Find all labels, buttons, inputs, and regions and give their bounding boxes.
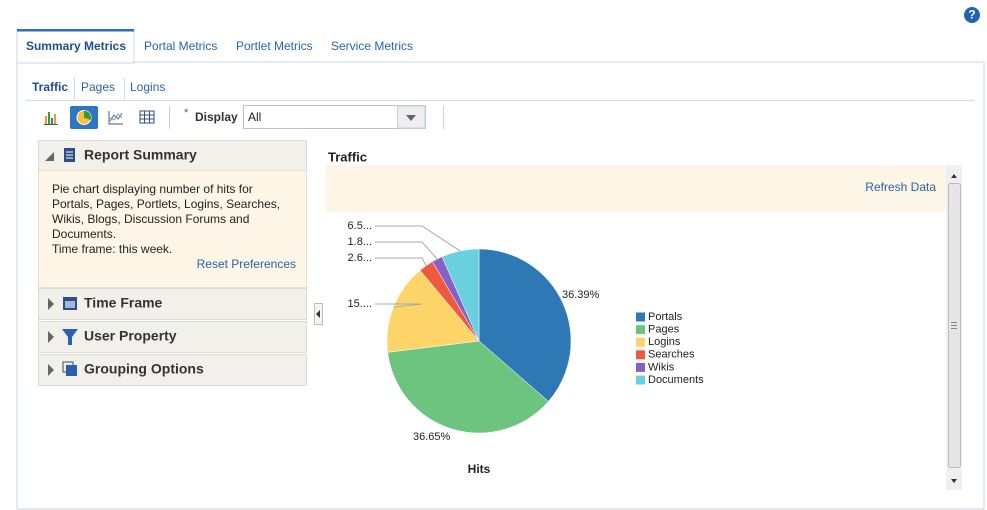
legend-label: Pages bbox=[648, 324, 680, 336]
leader-line bbox=[375, 225, 461, 252]
collapse-arrow bbox=[316, 310, 320, 318]
bar-chart-icon[interactable] bbox=[44, 112, 58, 125]
scroll-up[interactable] bbox=[951, 174, 957, 178]
expanded-icon bbox=[45, 152, 54, 161]
subtab[interactable]: Logins bbox=[130, 80, 165, 94]
legend-label: Logins bbox=[648, 336, 681, 348]
display-label: Display bbox=[195, 110, 238, 124]
subtab[interactable]: Traffic bbox=[32, 80, 68, 94]
help-icon[interactable] bbox=[964, 7, 980, 23]
section-title[interactable]: Report Summary bbox=[84, 147, 197, 163]
section-title[interactable]: Grouping Options bbox=[84, 361, 204, 377]
section-title[interactable]: User Property bbox=[84, 328, 177, 344]
panel-title: Traffic bbox=[328, 149, 367, 164]
grip bbox=[951, 322, 957, 329]
summary-text: Time frame: this week. bbox=[52, 242, 172, 256]
tab[interactable]: Portal Metrics bbox=[144, 39, 217, 53]
help-icon-text[interactable]: ? bbox=[968, 8, 975, 22]
legend-swatch bbox=[636, 325, 645, 335]
reset-link[interactable]: Reset Preferences bbox=[197, 257, 296, 271]
summary-body bbox=[38, 170, 307, 288]
chart-toolbar bbox=[326, 165, 946, 212]
data-label: 36.39% bbox=[562, 289, 600, 301]
section-title[interactable]: Time Frame bbox=[84, 295, 163, 311]
data-label: 6.5... bbox=[348, 220, 372, 232]
required-mark: * bbox=[184, 107, 189, 119]
leader-line bbox=[375, 241, 438, 260]
calendar-icon bbox=[63, 297, 77, 310]
display-value[interactable]: All bbox=[248, 110, 261, 124]
tab[interactable]: Portlet Metrics bbox=[236, 39, 313, 53]
tab[interactable]: Summary Metrics bbox=[26, 39, 126, 53]
pie-slice bbox=[478, 248, 572, 402]
summary-text: Portals, Pages, Portlets, Logins, Search… bbox=[52, 197, 280, 211]
scroll-down[interactable] bbox=[951, 479, 957, 483]
pie-slice bbox=[387, 340, 549, 434]
legend-swatch bbox=[636, 350, 645, 360]
active-tab-indicator bbox=[17, 29, 134, 32]
tab[interactable]: Service Metrics bbox=[331, 39, 413, 53]
chart-title: Hits bbox=[468, 462, 491, 476]
legend-swatch bbox=[636, 337, 645, 347]
data-label: 2.6... bbox=[348, 252, 372, 264]
legend-label: Documents bbox=[648, 374, 704, 386]
line-chart-icon[interactable] bbox=[108, 111, 123, 125]
section-header[interactable] bbox=[38, 321, 307, 353]
data-label: 1.8... bbox=[348, 236, 372, 248]
refresh-link[interactable]: Refresh Data bbox=[865, 180, 936, 194]
collapsed-icon bbox=[48, 298, 54, 310]
legend-label: Portals bbox=[648, 311, 683, 323]
summary-text: Wikis, Blogs, Discussion Forums and bbox=[52, 212, 249, 226]
collapsed-icon bbox=[48, 364, 54, 376]
legend-label: Wikis bbox=[648, 361, 675, 373]
leader-line bbox=[375, 303, 423, 308]
section-header[interactable] bbox=[38, 288, 307, 320]
subtab[interactable]: Pages bbox=[81, 80, 115, 94]
filter-icon bbox=[62, 329, 78, 345]
section-header[interactable] bbox=[38, 354, 307, 386]
collapsed-icon bbox=[48, 331, 54, 343]
leader-line bbox=[375, 257, 427, 266]
pie-chart-icon[interactable] bbox=[76, 110, 92, 125]
section-header[interactable] bbox=[38, 140, 307, 171]
legend-label: Searches bbox=[648, 349, 695, 361]
report-icon bbox=[64, 148, 75, 162]
summary-text: Documents. bbox=[52, 227, 116, 241]
active-tab[interactable] bbox=[16, 29, 135, 64]
pie-slice bbox=[441, 248, 480, 342]
legend-swatch bbox=[636, 312, 645, 322]
data-label: 15.... bbox=[348, 298, 372, 310]
dropdown-arrow bbox=[406, 115, 416, 121]
legend-swatch bbox=[636, 362, 645, 372]
table-icon[interactable] bbox=[139, 110, 155, 124]
grouping-icon bbox=[62, 361, 77, 376]
legend-swatch bbox=[636, 375, 645, 385]
data-label: 36.65% bbox=[413, 431, 451, 443]
summary-text: Pie chart displaying number of hits for bbox=[52, 182, 253, 196]
